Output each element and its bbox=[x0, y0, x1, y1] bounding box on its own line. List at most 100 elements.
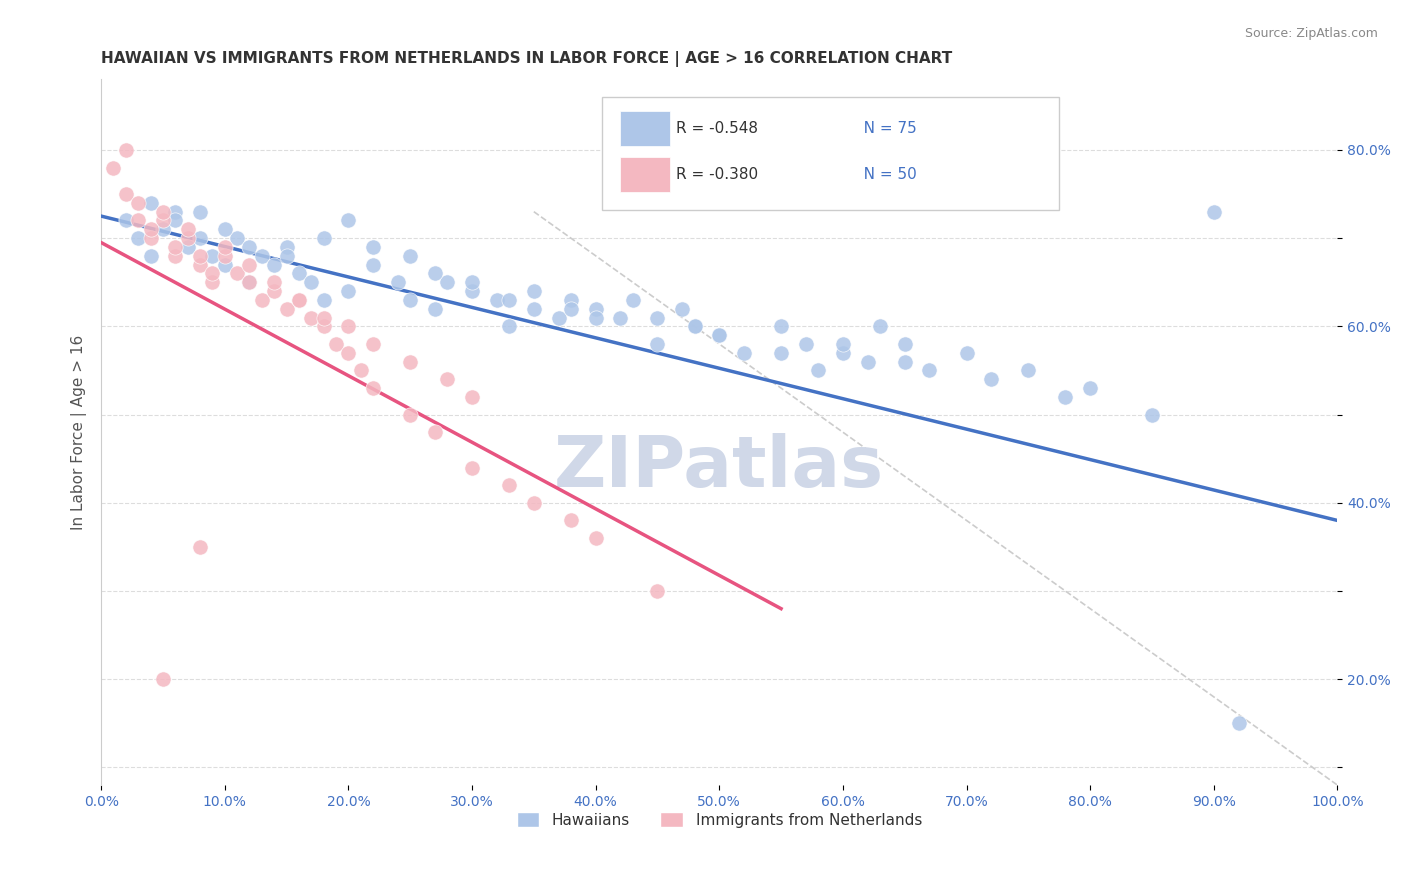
Point bbox=[312, 231, 335, 245]
Point bbox=[498, 319, 520, 334]
Point bbox=[399, 293, 422, 307]
Point bbox=[115, 143, 138, 157]
Point bbox=[523, 496, 546, 510]
Text: R = -0.548: R = -0.548 bbox=[676, 121, 758, 136]
Point bbox=[188, 540, 211, 554]
Point bbox=[214, 222, 236, 236]
Point bbox=[918, 363, 941, 377]
Point bbox=[299, 275, 322, 289]
Point bbox=[856, 354, 879, 368]
Point bbox=[226, 231, 249, 245]
Text: N = 50: N = 50 bbox=[849, 167, 917, 182]
Point bbox=[201, 275, 224, 289]
Legend: Hawaiians, Immigrants from Netherlands: Hawaiians, Immigrants from Netherlands bbox=[510, 805, 928, 834]
Point bbox=[893, 337, 915, 351]
Point bbox=[361, 381, 384, 395]
FancyBboxPatch shape bbox=[620, 157, 669, 193]
Point bbox=[560, 513, 582, 527]
Point bbox=[831, 337, 853, 351]
Point bbox=[361, 240, 384, 254]
Point bbox=[165, 204, 187, 219]
Point bbox=[436, 275, 458, 289]
Point bbox=[585, 301, 607, 316]
Point bbox=[238, 258, 260, 272]
Point bbox=[238, 275, 260, 289]
Point bbox=[361, 337, 384, 351]
Point bbox=[299, 310, 322, 325]
Point bbox=[214, 258, 236, 272]
Point bbox=[1202, 204, 1225, 219]
Point bbox=[399, 408, 422, 422]
Point bbox=[263, 284, 285, 298]
Point bbox=[498, 478, 520, 492]
Text: R = -0.380: R = -0.380 bbox=[676, 167, 758, 182]
Point bbox=[399, 354, 422, 368]
Point bbox=[423, 267, 446, 281]
Point bbox=[139, 222, 162, 236]
Point bbox=[250, 249, 273, 263]
Point bbox=[115, 213, 138, 227]
Point bbox=[461, 275, 484, 289]
Point bbox=[794, 337, 817, 351]
Point bbox=[276, 249, 298, 263]
Point bbox=[276, 301, 298, 316]
Point bbox=[770, 346, 793, 360]
Point bbox=[831, 346, 853, 360]
Point bbox=[152, 222, 174, 236]
Text: ZIPatlas: ZIPatlas bbox=[554, 433, 884, 502]
Point bbox=[188, 231, 211, 245]
Point bbox=[176, 231, 198, 245]
Point bbox=[127, 195, 149, 210]
Point bbox=[869, 319, 891, 334]
Point bbox=[807, 363, 830, 377]
Point bbox=[560, 301, 582, 316]
Text: N = 75: N = 75 bbox=[849, 121, 917, 136]
Point bbox=[214, 240, 236, 254]
Point bbox=[312, 319, 335, 334]
Point bbox=[621, 293, 644, 307]
FancyBboxPatch shape bbox=[620, 112, 669, 146]
Point bbox=[709, 328, 731, 343]
Point bbox=[139, 195, 162, 210]
Point bbox=[152, 672, 174, 686]
Point bbox=[461, 284, 484, 298]
Point bbox=[498, 293, 520, 307]
Point bbox=[1054, 390, 1077, 404]
Point bbox=[1078, 381, 1101, 395]
Point bbox=[263, 275, 285, 289]
Point bbox=[647, 310, 669, 325]
Point bbox=[176, 222, 198, 236]
Point bbox=[609, 310, 631, 325]
Point bbox=[423, 425, 446, 440]
Point bbox=[733, 346, 755, 360]
Point bbox=[139, 249, 162, 263]
Point bbox=[188, 204, 211, 219]
Point bbox=[226, 267, 249, 281]
Point bbox=[115, 187, 138, 202]
Point bbox=[585, 310, 607, 325]
Point bbox=[436, 372, 458, 386]
Y-axis label: In Labor Force | Age > 16: In Labor Force | Age > 16 bbox=[72, 334, 87, 530]
Point bbox=[955, 346, 977, 360]
Point bbox=[1017, 363, 1039, 377]
Point bbox=[288, 293, 311, 307]
Point bbox=[238, 275, 260, 289]
Text: HAWAIIAN VS IMMIGRANTS FROM NETHERLANDS IN LABOR FORCE | AGE > 16 CORRELATION CH: HAWAIIAN VS IMMIGRANTS FROM NETHERLANDS … bbox=[101, 51, 952, 67]
Point bbox=[683, 319, 706, 334]
Point bbox=[523, 301, 546, 316]
Point bbox=[288, 293, 311, 307]
Point bbox=[250, 293, 273, 307]
Point bbox=[201, 249, 224, 263]
Point bbox=[165, 249, 187, 263]
Point bbox=[165, 240, 187, 254]
Point bbox=[337, 319, 360, 334]
Point bbox=[387, 275, 409, 289]
Point bbox=[399, 249, 422, 263]
Point bbox=[276, 240, 298, 254]
Point bbox=[709, 328, 731, 343]
Point bbox=[288, 267, 311, 281]
Point bbox=[461, 460, 484, 475]
Point bbox=[1140, 408, 1163, 422]
Point bbox=[337, 213, 360, 227]
Point bbox=[423, 301, 446, 316]
